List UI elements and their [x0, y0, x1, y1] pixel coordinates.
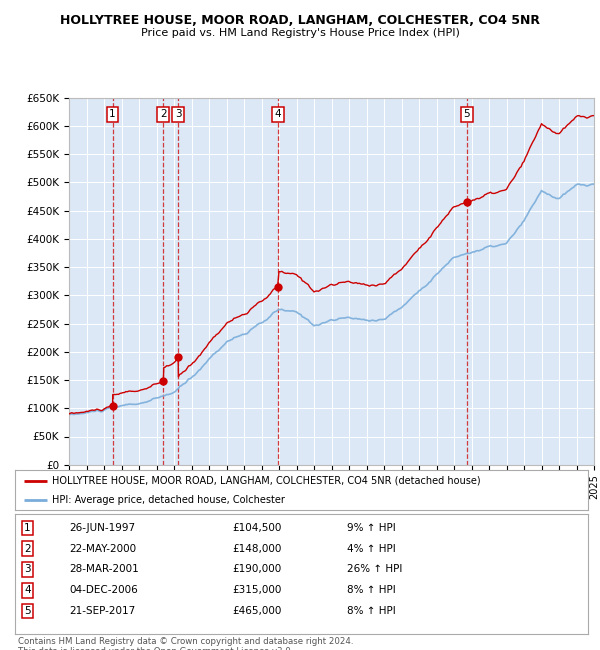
Text: HOLLYTREE HOUSE, MOOR ROAD, LANGHAM, COLCHESTER, CO4 5NR: HOLLYTREE HOUSE, MOOR ROAD, LANGHAM, COL…: [60, 14, 540, 27]
Text: Price paid vs. HM Land Registry's House Price Index (HPI): Price paid vs. HM Land Registry's House …: [140, 28, 460, 38]
Text: 04-DEC-2006: 04-DEC-2006: [70, 585, 138, 595]
Text: 28-MAR-2001: 28-MAR-2001: [70, 564, 139, 575]
Text: 4: 4: [274, 109, 281, 120]
Text: 1: 1: [24, 523, 31, 533]
Text: 4: 4: [24, 585, 31, 595]
Text: 2: 2: [24, 544, 31, 554]
Text: 5: 5: [24, 606, 31, 616]
Text: 8% ↑ HPI: 8% ↑ HPI: [347, 606, 396, 616]
Text: £190,000: £190,000: [233, 564, 282, 575]
Text: 4% ↑ HPI: 4% ↑ HPI: [347, 544, 396, 554]
Text: £315,000: £315,000: [233, 585, 282, 595]
Text: 2: 2: [160, 109, 167, 120]
Text: £148,000: £148,000: [233, 544, 282, 554]
Text: HOLLYTREE HOUSE, MOOR ROAD, LANGHAM, COLCHESTER, CO4 5NR (detached house): HOLLYTREE HOUSE, MOOR ROAD, LANGHAM, COL…: [52, 476, 481, 486]
Text: 26-JUN-1997: 26-JUN-1997: [70, 523, 136, 533]
Text: 21-SEP-2017: 21-SEP-2017: [70, 606, 136, 616]
Text: 1: 1: [109, 109, 116, 120]
Text: 3: 3: [175, 109, 182, 120]
Text: 5: 5: [463, 109, 470, 120]
Text: 8% ↑ HPI: 8% ↑ HPI: [347, 585, 396, 595]
Text: 22-MAY-2000: 22-MAY-2000: [70, 544, 137, 554]
Text: HPI: Average price, detached house, Colchester: HPI: Average price, detached house, Colc…: [52, 495, 285, 505]
Text: £104,500: £104,500: [233, 523, 282, 533]
Text: 9% ↑ HPI: 9% ↑ HPI: [347, 523, 396, 533]
Text: £465,000: £465,000: [233, 606, 282, 616]
Text: 26% ↑ HPI: 26% ↑ HPI: [347, 564, 403, 575]
Text: 3: 3: [24, 564, 31, 575]
Text: Contains HM Land Registry data © Crown copyright and database right 2024.
This d: Contains HM Land Registry data © Crown c…: [18, 637, 353, 650]
